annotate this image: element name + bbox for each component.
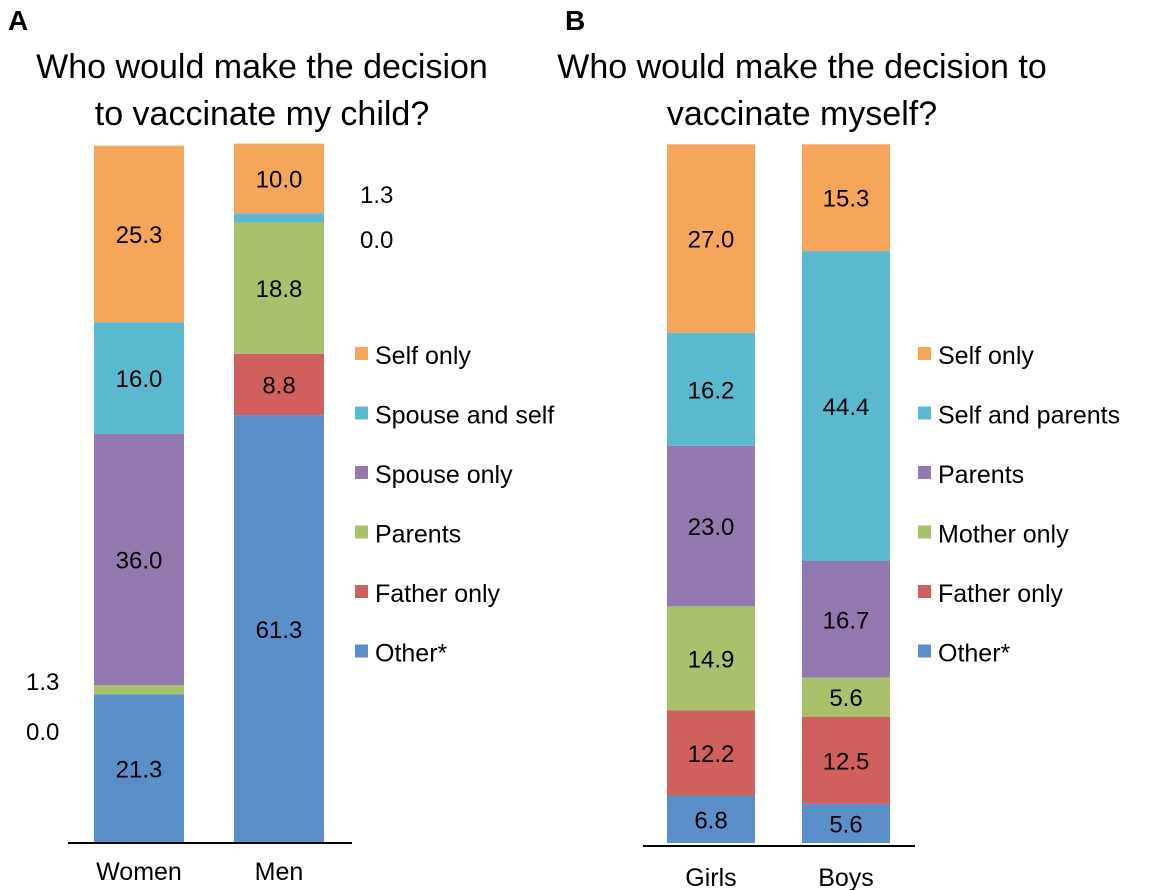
panel-a-bar-men-self-only: [234, 143, 324, 214]
panel-b-legend-label-father-only: Father only: [938, 580, 1064, 608]
panel-a-x-tick-label-men: Men: [255, 858, 304, 886]
panel-a-value-label-men-parents: 18.8: [256, 276, 303, 303]
panel-a-bar-women-self-only: [94, 145, 184, 323]
panel-a-bar-men-spouse-and-self: [234, 213, 324, 223]
panel-b-legend-swatch-mother-only: [918, 525, 931, 539]
panel-b-value-label-girls-father-only: 12.2: [688, 741, 735, 768]
panel-b-legend-label-self-only: Self only: [938, 342, 1034, 370]
panel-a-bar-women-other: [94, 694, 184, 843]
panel-a-value-label-men-self-only: 10.0: [256, 167, 303, 194]
panel-b-bar-girls-parents: [667, 445, 755, 607]
panel-a-bar-women-parents: [94, 685, 184, 695]
panel-b-value-label-girls-other: 6.8: [694, 807, 727, 834]
panel-a-side-label-women-2: 0.0: [26, 719, 59, 746]
panel-a-bar-men-father-only: [234, 353, 324, 416]
panel-a-value-label-men-father-only: 8.8: [262, 372, 295, 399]
panel-b-value-label-boys-father-only: 12.5: [823, 748, 870, 775]
panel-a-legend-label-spouse-only: Spouse only: [375, 461, 513, 489]
panel-b-value-label-boys-self-and-parents: 44.4: [823, 394, 870, 421]
panel-b-value-label-girls-self-only: 27.0: [688, 227, 735, 254]
panel-b-bar-boys-self-and-parents: [802, 251, 890, 562]
panel-b-legend-label-other: Other*: [938, 640, 1011, 668]
panel-a-side-label-men-1: 1.3: [360, 182, 393, 209]
panel-a-bar-men-other: [234, 415, 324, 843]
panel-b-value-label-girls-mother-only: 14.9: [688, 646, 735, 673]
panel-b-value-label-boys-other: 5.6: [829, 811, 862, 838]
panel-b-bar-boys-mother-only: [802, 677, 890, 717]
panel-a-legend-swatch-father-only: [355, 585, 368, 598]
panel-b-title-line-2: vaccinate myself?: [667, 95, 937, 133]
panel-b-bar-girls-other: [667, 795, 755, 843]
panel-b-x-tick-label-girls: Girls: [685, 864, 736, 890]
panel-b: B Who would make the decision to vaccinate…: [557, 5, 1120, 890]
panel-a-legend-label-parents: Parents: [375, 521, 461, 549]
panel-a-value-label-women-other: 21.3: [116, 757, 163, 784]
panel-b-legend-swatch-parents: [918, 466, 931, 479]
panel-a-legend-label-spouse-and-self: Spouse and self: [375, 402, 554, 430]
panel-a-legend-swatch-other: [355, 644, 368, 658]
panel-b-legend-label-mother-only: Mother only: [938, 521, 1069, 549]
panel-a-legend-swatch-self-only: [355, 347, 368, 360]
panel-a-title-line-1: Who would make the decision: [36, 48, 488, 86]
panel-b-legend-swatch-self-only: [918, 347, 931, 360]
panel-a-legend-label-father-only: Father only: [375, 580, 501, 608]
panel-b-value-label-girls-self-and-parents: 16.2: [688, 377, 735, 404]
panel-b-legend-label-self-and-parents: Self and parents: [938, 402, 1120, 430]
panel-a-side-label-men-2: 0.0: [360, 227, 393, 254]
panel-b-legend-label-parents: Parents: [938, 461, 1024, 489]
panel-a-bar-women-spouse-and-self: [94, 322, 184, 434]
panel-a-title-line-2: to vaccinate my child?: [95, 95, 430, 133]
panel-b-legend-swatch-self-and-parents: [918, 406, 931, 420]
panel-b-bar-boys-parents: [802, 561, 890, 678]
panel-b-title-line-1: Who would make the decision to: [557, 48, 1046, 86]
panel-a-x-tick-label-women: Women: [96, 858, 182, 886]
panel-b-letter: B: [565, 5, 585, 36]
panel-b-value-label-girls-parents: 23.0: [688, 514, 735, 541]
panel-a-letter: A: [8, 5, 28, 36]
panel-b-legend-swatch-other: [918, 644, 931, 658]
panel-a-bar-women-spouse-only: [94, 433, 184, 686]
panel-a-value-label-women-self-only: 25.3: [116, 222, 163, 249]
panel-b-value-label-boys-mother-only: 5.6: [829, 685, 862, 712]
panel-b-bar-girls-mother-only: [667, 606, 755, 711]
panel-a-legend-swatch-spouse-only: [355, 466, 368, 479]
panel-b-value-label-boys-parents: 16.7: [823, 607, 870, 634]
panel-a-legend-label-other: Other*: [375, 640, 448, 668]
panel-b-legend-swatch-father-only: [918, 585, 931, 598]
panel-a-side-label-women-1: 1.3: [26, 669, 59, 696]
panel-b-bar-girls-self-and-parents: [667, 332, 755, 446]
panel-a-value-label-women-spouse-and-self: 16.0: [116, 366, 163, 393]
panel-b-x-tick-label-boys: Boys: [818, 864, 874, 890]
panel-a-legend-swatch-parents: [355, 525, 368, 539]
panel-a-bar-men-parents: [234, 222, 324, 354]
panel-a-value-label-men-other: 61.3: [256, 617, 303, 644]
panel-b-bar-boys-father-only: [802, 716, 890, 804]
panel-a: A Who would make the decision to vaccinate…: [8, 5, 554, 886]
panel-b-bar-girls-self-only: [667, 144, 755, 333]
panel-a-legend: Self only Spouse and self Spouse only Paren…: [355, 342, 554, 668]
panel-a-legend-swatch-spouse-and-self: [355, 406, 368, 420]
panel-a-value-label-women-spouse-only: 36.0: [116, 548, 163, 575]
panel-b-bar-boys-self-only: [802, 144, 890, 252]
panel-b-bar-boys-other: [802, 803, 890, 843]
panel-b-legend: Self only Self and parents Parents Mother o…: [918, 342, 1120, 668]
panel-a-legend-label-self-only: Self only: [375, 342, 471, 370]
panel-b-value-label-boys-self-only: 15.3: [823, 186, 870, 213]
panel-b-bar-girls-father-only: [667, 710, 755, 796]
